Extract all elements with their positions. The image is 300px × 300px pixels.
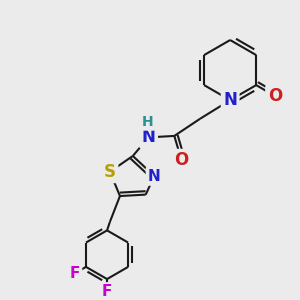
Text: F: F bbox=[70, 266, 80, 281]
Text: N: N bbox=[223, 91, 237, 109]
Text: O: O bbox=[268, 87, 282, 105]
Text: N: N bbox=[142, 128, 155, 146]
Text: H: H bbox=[142, 115, 154, 129]
Text: S: S bbox=[104, 163, 116, 181]
Text: N: N bbox=[148, 169, 161, 184]
Text: O: O bbox=[174, 151, 189, 169]
Text: F: F bbox=[102, 284, 112, 299]
